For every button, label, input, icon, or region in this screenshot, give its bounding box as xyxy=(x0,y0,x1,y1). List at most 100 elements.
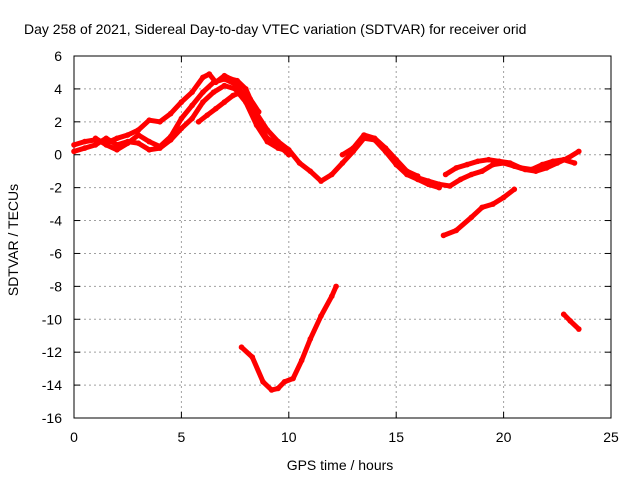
x-tick-label: 25 xyxy=(603,429,619,445)
data-point xyxy=(260,379,266,385)
data-point xyxy=(247,96,253,102)
data-point xyxy=(447,183,453,189)
data-point xyxy=(453,165,460,171)
data-point xyxy=(371,135,378,142)
data-point xyxy=(230,92,236,99)
data-point xyxy=(318,313,324,319)
data-point xyxy=(560,311,567,318)
data-point xyxy=(539,161,546,168)
data-point xyxy=(253,119,260,125)
data-point xyxy=(442,171,449,178)
data-point xyxy=(307,168,314,174)
data-point xyxy=(124,132,131,138)
data-point xyxy=(200,89,206,95)
y-tick-label: 2 xyxy=(54,114,62,130)
y-tick-label: 4 xyxy=(54,81,62,97)
y-axis-label: SDTVAR / TECUs xyxy=(5,184,21,296)
y-tick-label: 6 xyxy=(54,48,62,64)
data-point xyxy=(103,135,109,142)
data-point xyxy=(124,140,131,146)
data-point xyxy=(238,89,245,95)
y-tick-label: -14 xyxy=(42,377,62,393)
data-point xyxy=(167,110,174,117)
grid xyxy=(74,56,611,418)
data-point xyxy=(189,89,195,95)
data-point xyxy=(189,102,195,109)
series-arc-1 xyxy=(71,71,442,191)
data-point xyxy=(440,232,447,239)
data-point xyxy=(210,79,217,86)
data-point xyxy=(146,117,152,123)
y-tick-label: 0 xyxy=(54,147,62,163)
data-point xyxy=(92,135,99,142)
data-point xyxy=(275,142,281,148)
data-point xyxy=(221,82,228,89)
data-point xyxy=(404,168,410,174)
data-point xyxy=(255,109,262,115)
data-point xyxy=(135,132,142,138)
data-point xyxy=(339,160,346,166)
data-point xyxy=(195,119,202,125)
data-point xyxy=(393,156,400,163)
data-point xyxy=(206,71,213,77)
data-point xyxy=(350,145,357,151)
chart-title: Day 258 of 2021, Sidereal Day-to-day VTE… xyxy=(24,21,526,37)
data-point xyxy=(281,379,288,385)
data-point xyxy=(490,161,496,168)
data-point xyxy=(71,142,77,148)
data-point xyxy=(485,156,492,163)
data-point xyxy=(249,354,256,360)
y-tick-label: -4 xyxy=(50,213,63,229)
data-point xyxy=(567,318,573,324)
data-point xyxy=(135,140,142,146)
x-axis-label: GPS time / hours xyxy=(287,457,394,473)
data-point xyxy=(92,142,99,148)
data-point xyxy=(468,214,475,221)
data-point xyxy=(329,293,335,300)
y-tick-label: -12 xyxy=(42,344,62,360)
data-point xyxy=(576,148,582,155)
data-point xyxy=(500,194,507,201)
data-point xyxy=(382,145,389,151)
data-point xyxy=(243,86,249,92)
data-point xyxy=(475,158,481,165)
data-point xyxy=(425,178,432,184)
data-point xyxy=(511,186,518,193)
y-tick-label: -6 xyxy=(50,245,63,261)
data-point xyxy=(167,133,174,140)
data-point xyxy=(518,165,524,171)
data-point xyxy=(189,115,195,122)
data-point xyxy=(496,158,503,165)
data-point xyxy=(178,125,185,132)
data-point xyxy=(464,161,470,168)
data-point xyxy=(468,171,475,178)
data-point xyxy=(81,145,88,151)
x-tick-label: 20 xyxy=(496,429,512,445)
data-point xyxy=(81,138,88,145)
data-point xyxy=(286,151,292,158)
x-tick-label: 0 xyxy=(70,429,78,445)
series-arc-9 xyxy=(239,283,339,393)
data-point xyxy=(268,387,275,393)
x-tick-label: 5 xyxy=(178,429,186,445)
data-point xyxy=(221,76,228,82)
data-point xyxy=(453,227,460,234)
data-point xyxy=(298,357,305,364)
data-point xyxy=(210,89,217,95)
data-point xyxy=(307,336,314,342)
data-point xyxy=(490,201,496,207)
series-arc-6 xyxy=(415,148,582,189)
data-point xyxy=(157,143,163,150)
data-point xyxy=(135,127,142,133)
data-point xyxy=(507,160,513,166)
data-point xyxy=(204,112,210,118)
data-point xyxy=(333,283,339,290)
data-point xyxy=(550,158,556,165)
data-point xyxy=(264,127,271,133)
data-point xyxy=(576,326,582,332)
y-tick-label: -10 xyxy=(42,311,62,327)
data-point xyxy=(414,175,421,181)
data-point xyxy=(479,204,485,211)
series-group xyxy=(71,71,582,393)
